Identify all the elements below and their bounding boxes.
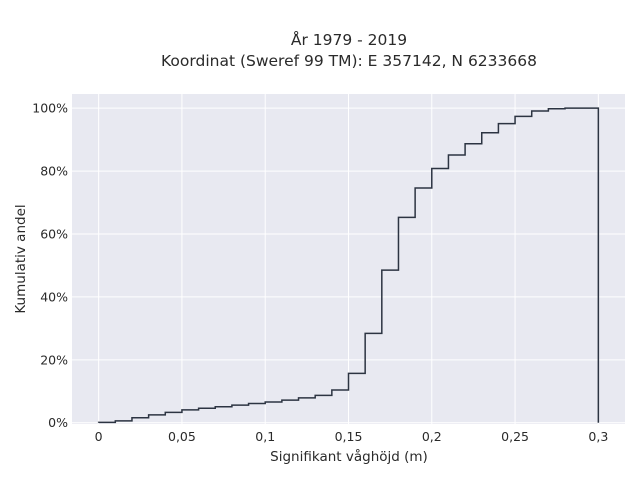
y-tick-label: 80% <box>40 164 68 179</box>
x-tick-label: 0 <box>95 429 103 444</box>
x-tick-labels: 0 0,05 0,1 0,15 0,2 0,25 0,3 <box>95 429 609 444</box>
grid-lines <box>72 94 625 424</box>
chart-subtitle: Koordinat (Sweref 99 TM): E 357142, N 62… <box>161 52 537 70</box>
series-layer <box>97 107 600 424</box>
x-axis-title: Signifikant våghöjd (m) <box>270 448 428 465</box>
y-tick-label: 40% <box>40 289 68 304</box>
y-tick-label: 100% <box>32 101 68 116</box>
x-tick-label: 0,25 <box>501 429 529 444</box>
cumulative-step-line-0 <box>97 107 600 424</box>
x-tick-label: 0,2 <box>422 429 442 444</box>
x-tick-label: 0,1 <box>255 429 275 444</box>
x-tick-label: 0,3 <box>588 429 608 444</box>
chart-title: År 1979 - 2019 <box>291 30 407 49</box>
y-tick-label: 0% <box>48 415 68 430</box>
y-tick-label: 20% <box>40 352 68 367</box>
y-tick-labels: 0% 20% 40% 60% 80% 100% <box>32 101 68 431</box>
y-axis-title: Kumulativ andel <box>13 204 29 313</box>
y-tick-label: 60% <box>40 226 68 241</box>
x-tick-label: 0,05 <box>168 429 196 444</box>
x-tick-label: 0,15 <box>335 429 363 444</box>
